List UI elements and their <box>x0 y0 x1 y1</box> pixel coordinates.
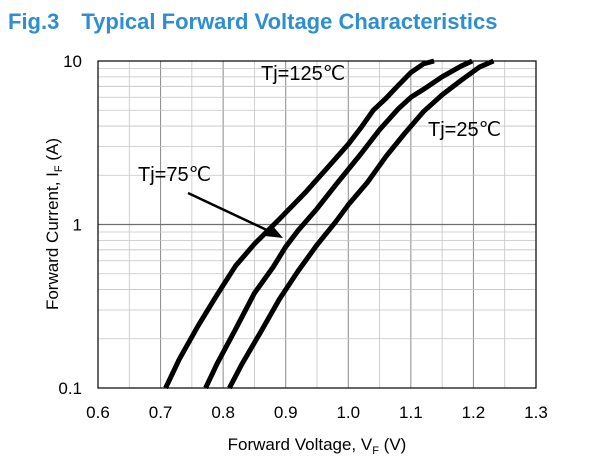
series-line-2 <box>227 58 495 390</box>
annotation-arrow <box>187 191 283 238</box>
series-line-0 <box>163 58 435 390</box>
grid <box>98 61 536 388</box>
series-line-1 <box>203 58 474 390</box>
x-tick-label: 1.3 <box>524 403 548 422</box>
x-tick-label: 1.2 <box>462 403 486 422</box>
x-tick-label: 1.1 <box>399 403 423 422</box>
y-tick-label: 10 <box>63 52 82 71</box>
y-tick-label: 0.1 <box>58 379 82 398</box>
series-lines <box>163 58 495 390</box>
plot-frame <box>97 60 537 389</box>
chart-title: Fig.3 Typical Forward Voltage Characteri… <box>8 9 498 34</box>
tick-labels: 0.6 0.7 0.8 0.9 1.0 1.1 1.2 1.3 0.1 1 10 <box>58 52 547 422</box>
x-axis-label: Forward Voltage, VF (V) <box>228 435 407 457</box>
y-axis-label: Forward Current, IF (A) <box>43 138 65 310</box>
x-tick-label: 1.0 <box>336 403 360 422</box>
x-tick-label: 0.7 <box>149 403 173 422</box>
annotation-tj25: Tj=25℃ <box>428 119 501 141</box>
x-tick-label: 0.6 <box>86 403 110 422</box>
y-tick-label: 1 <box>73 216 82 235</box>
x-tick-label: 0.9 <box>274 403 298 422</box>
annotation-tj125: Tj=125℃ <box>261 63 345 85</box>
annotation-tj75: Tj=75℃ <box>138 164 211 186</box>
x-tick-label: 0.8 <box>211 403 235 422</box>
